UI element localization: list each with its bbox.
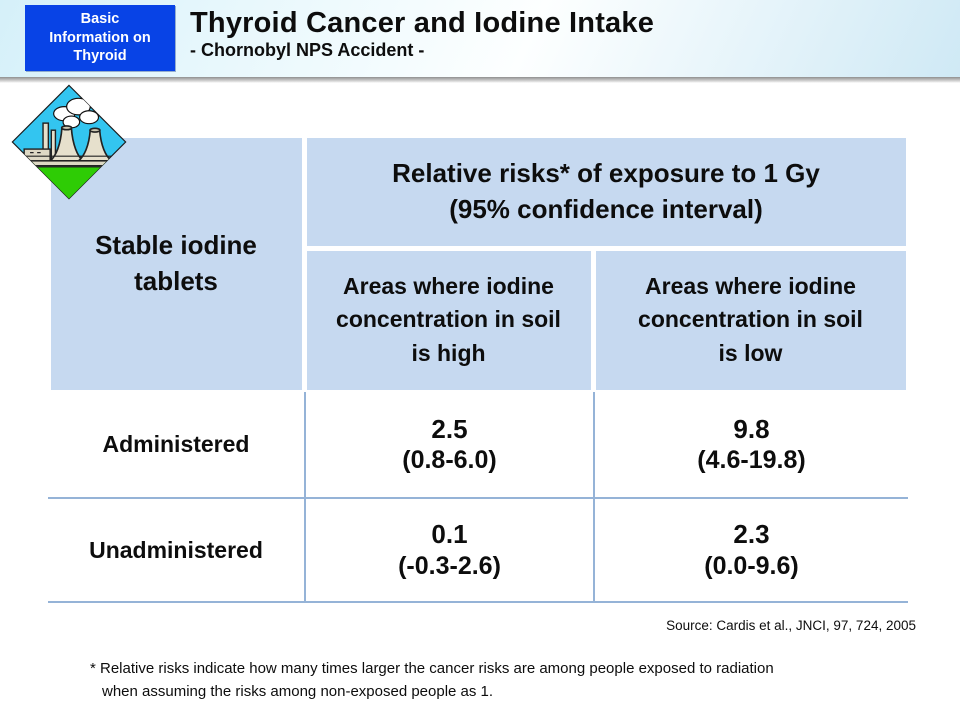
category-badge: Basic Information on Thyroid	[25, 5, 175, 71]
footnote-line2: when assuming the risks among non-expose…	[102, 683, 494, 701]
footnote: * Relative risks indicate how many times…	[90, 657, 890, 704]
confidence-interval: (-0.3-2.6)	[398, 551, 501, 580]
nuclear-plant-icon	[11, 84, 127, 200]
confidence-interval: (0.0-9.6)	[704, 551, 799, 580]
column-header-soil-high: Areas where iodine concentration in soil…	[306, 250, 591, 390]
badge-line: Information on	[49, 29, 151, 46]
badge-line: Basic	[80, 10, 120, 27]
badge-line: Thyroid	[73, 48, 127, 65]
source-citation: Source: Cardis et al., JNCI, 97, 724, 20…	[666, 618, 916, 633]
row-label-administered: Administered	[48, 392, 304, 497]
page-title: Thyroid Cancer and Iodine Intake	[190, 7, 655, 39]
banner-shadow	[0, 77, 960, 83]
top-header-line1: Relative risks* of exposure to 1 Gy	[392, 158, 820, 189]
table-top-header: Relative risks* of exposure to 1 Gy (95%…	[306, 137, 906, 246]
cell-unadministered-low: 2.3 (0.0-9.6)	[593, 497, 908, 603]
title-block: Thyroid Cancer and Iodine Intake - Chorn…	[190, 7, 654, 62]
cell-unadministered-high: 0.1 (-0.3-2.6)	[304, 497, 593, 603]
value: 2.3	[733, 519, 770, 550]
risk-table: Stable iodine tablets Relative risks* of…	[48, 135, 908, 603]
confidence-interval: (0.8-6.0)	[402, 446, 497, 475]
cell-administered-high: 2.5 (0.8-6.0)	[304, 392, 593, 497]
row-label-unadministered: Unadministered	[48, 497, 304, 603]
column-header-soil-low: Areas where iodine concentration in soil…	[595, 250, 906, 390]
value: 9.8	[733, 413, 770, 444]
cell-administered-low: 9.8 (4.6-19.8)	[593, 392, 908, 497]
footnote-line1: * Relative risks indicate how many times…	[90, 660, 774, 677]
confidence-interval: (4.6-19.8)	[697, 446, 806, 475]
value: 2.5	[431, 413, 468, 444]
top-header-line2: (95% confidence interval)	[449, 193, 763, 224]
table-corner-header: Stable iodine tablets	[50, 137, 302, 390]
page-subtitle: - Chornobyl NPS Accident -	[190, 40, 425, 61]
title-banner: Basic Information on Thyroid Thyroid Can…	[0, 0, 960, 77]
value: 0.1	[431, 519, 468, 550]
